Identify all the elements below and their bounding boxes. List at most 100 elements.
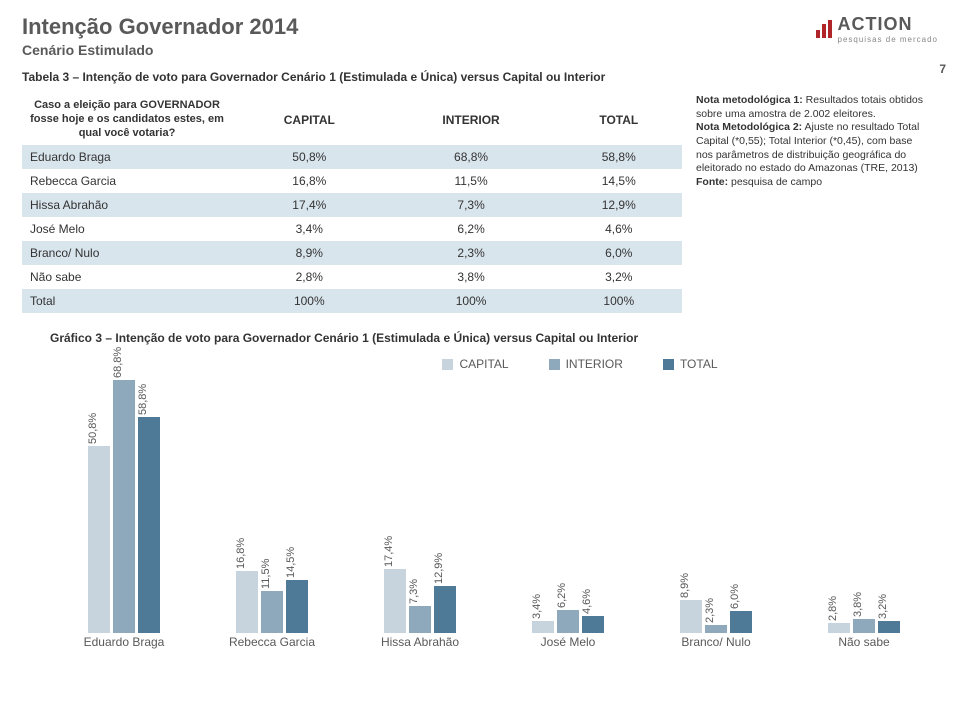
bar-value-label: 4,6% — [581, 589, 593, 614]
bar-value-label: 3,4% — [531, 594, 543, 619]
bar-group: 50,8%68,8%58,8% — [50, 375, 198, 633]
cell-value: 12,9% — [556, 193, 682, 217]
cell-value: 6,2% — [387, 217, 556, 241]
row-label: José Melo — [22, 217, 232, 241]
bar-value-label: 2,8% — [827, 596, 839, 621]
table-caption: Tabela 3 – Intenção de voto para Governa… — [0, 62, 960, 94]
bar — [828, 623, 850, 633]
col-interior: INTERIOR — [387, 94, 556, 145]
bar-value-label: 3,2% — [877, 594, 889, 619]
table-row: Rebecca Garcia16,8%11,5%14,5% — [22, 169, 682, 193]
row-label: Branco/ Nulo — [22, 241, 232, 265]
bar — [582, 616, 604, 633]
bar — [680, 600, 702, 633]
logo-bars-icon — [816, 20, 832, 38]
bar-group: 17,4% 7,3% 12,9% — [346, 375, 494, 633]
col-total: TOTAL — [556, 94, 682, 145]
bar-value-label: 2,3% — [704, 598, 716, 623]
bar-value-label: 68,8% — [112, 346, 124, 377]
bar — [113, 380, 135, 634]
page-title: Intenção Governador 2014 — [22, 14, 298, 40]
page-subtitle: Cenário Estimulado — [22, 42, 298, 58]
x-axis-label: José Melo — [494, 635, 642, 655]
bar-value-label: 6,0% — [729, 584, 741, 609]
row-label: Eduardo Braga — [22, 145, 232, 169]
bar-value-label: 7,3% — [408, 579, 420, 604]
cell-value: 8,9% — [232, 241, 387, 265]
bar-value-label: 6,2% — [556, 583, 568, 608]
cell-value: 6,0% — [556, 241, 682, 265]
table-row: Eduardo Braga50,8%68,8%58,8% — [22, 145, 682, 169]
title-block: Intenção Governador 2014 Cenário Estimul… — [22, 14, 298, 58]
cell-value: 3,2% — [556, 265, 682, 289]
page-number: 7 — [939, 62, 946, 76]
col-capital: CAPITAL — [232, 94, 387, 145]
legend-capital: CAPITAL — [442, 357, 508, 371]
cell-value: 11,5% — [387, 169, 556, 193]
cell-value: 17,4% — [232, 193, 387, 217]
cell-value: 68,8% — [387, 145, 556, 169]
bar — [384, 569, 406, 633]
x-axis-label: Rebecca Garcia — [198, 635, 346, 655]
note3-text: pesquisa de campo — [728, 176, 822, 188]
row-label: Hissa Abrahão — [22, 193, 232, 217]
cell-value: 7,3% — [387, 193, 556, 217]
bar-value-label: 14,5% — [285, 547, 297, 578]
x-axis-label: Hissa Abrahão — [346, 635, 494, 655]
cell-value: 3,8% — [387, 265, 556, 289]
legend-interior: INTERIOR — [549, 357, 623, 371]
x-axis-label: Branco/ Nulo — [642, 635, 790, 655]
bar — [532, 621, 554, 634]
cell-value: 2,8% — [232, 265, 387, 289]
x-axis-label: Não sabe — [790, 635, 938, 655]
bar — [409, 606, 431, 633]
bar — [705, 625, 727, 633]
bar-group: 3,4% 6,2% 4,6% — [494, 375, 642, 633]
note3-title: Fonte: — [696, 176, 728, 188]
bar — [853, 619, 875, 633]
bar-group: 2,8% 3,8% 3,2% — [790, 375, 938, 633]
cell-value: 100% — [232, 289, 387, 313]
bar — [88, 446, 110, 633]
bar-value-label: 16,8% — [235, 538, 247, 569]
bar-value-label: 17,4% — [383, 536, 395, 567]
cell-value: 58,8% — [556, 145, 682, 169]
bar-value-label: 3,8% — [852, 592, 864, 617]
bar-value-label: 50,8% — [87, 413, 99, 444]
note2-title: Nota Metodológica 2: — [696, 121, 802, 133]
data-table: Caso a eleição para GOVERNADOR fosse hoj… — [22, 94, 682, 313]
methodology-note: Nota metodológica 1: Resultados totais o… — [696, 94, 926, 313]
table-row: Total100%100%100% — [22, 289, 682, 313]
bar-value-label: 11,5% — [260, 559, 272, 589]
header: Intenção Governador 2014 Cenário Estimul… — [0, 0, 960, 62]
x-axis-label: Eduardo Braga — [50, 635, 198, 655]
bar-value-label: 58,8% — [137, 383, 149, 414]
row-label: Rebecca Garcia — [22, 169, 232, 193]
table-row: Hissa Abrahão17,4%7,3%12,9% — [22, 193, 682, 217]
table-row: Branco/ Nulo8,9%2,3%6,0% — [22, 241, 682, 265]
cell-value: 100% — [556, 289, 682, 313]
table-row: Não sabe2,8%3,8%3,2% — [22, 265, 682, 289]
chart-legend: CAPITAL INTERIOR TOTAL — [200, 357, 960, 371]
cell-value: 50,8% — [232, 145, 387, 169]
content-row: Caso a eleição para GOVERNADOR fosse hoj… — [0, 94, 960, 313]
bar — [138, 417, 160, 634]
bar-group: 16,8% 11,5% 14,5% — [198, 375, 346, 633]
row-label: Total — [22, 289, 232, 313]
cell-value: 16,8% — [232, 169, 387, 193]
bar — [434, 586, 456, 634]
cell-value: 2,3% — [387, 241, 556, 265]
chart-caption: Gráfico 3 – Intenção de voto para Govern… — [0, 313, 960, 353]
cell-value: 4,6% — [556, 217, 682, 241]
logo-text: ACTION — [838, 14, 939, 35]
cell-value: 14,5% — [556, 169, 682, 193]
bar-value-label: 12,9% — [433, 553, 445, 584]
bar — [557, 610, 579, 633]
bar-value-label: 8,9% — [679, 573, 691, 598]
logo: ACTION pesquisas de mercado — [816, 14, 939, 44]
cell-value: 3,4% — [232, 217, 387, 241]
bar — [236, 571, 258, 633]
note1-title: Nota metodológica 1: — [696, 94, 803, 106]
bar — [286, 580, 308, 633]
bar — [878, 621, 900, 633]
